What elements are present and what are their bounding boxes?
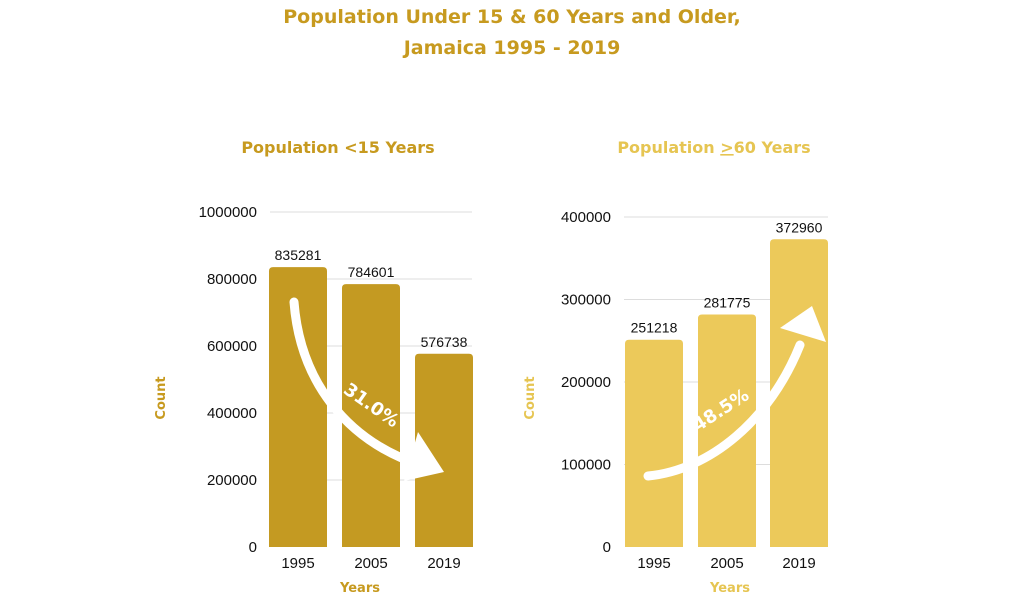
c1-y-tick-label: 600000 [207,338,257,355]
c1-bar-2005 [342,284,400,547]
chart-60-and-older: Population >60 Years 0 100000 200000 300000… [523,138,828,596]
c2-y-tick-label: 0 [603,539,611,556]
c2-y-tick-label: 300000 [561,292,611,309]
c2-data-label-1995: 251218 [631,320,678,336]
chart2-y-ticks: 0 100000 200000 300000 400000 [561,209,611,556]
c1-bar-1995 [269,267,327,547]
c1-y-tick-label: 200000 [207,472,257,489]
chart2-y-axis-label: Count [523,376,538,419]
c1-x-tick-label: 2005 [354,555,387,572]
c2-x-tick-label: 2019 [782,555,815,572]
chart2-data-labels: 251218 281775 372960 [631,219,823,335]
c1-x-tick-label: 2019 [427,555,460,572]
main-title-line1: Population Under 15 & 60 Years and Older… [283,6,741,28]
chart2-arrowhead [780,306,826,342]
chart-under-15: Population <15 Years 0 200000 400000 600000… [154,138,473,596]
c1-data-label-2019: 576738 [421,334,468,350]
chart2-x-axis-label: Years [709,581,750,596]
c2-y-tick-label: 400000 [561,209,611,226]
chart1-title: Population <15 Years [241,138,434,157]
c1-bar-2019 [415,353,473,547]
chart1-x-axis-label: Years [339,581,380,596]
chart1-arrowhead [404,432,444,481]
c2-y-tick-label: 100000 [561,457,611,474]
c2-x-tick-label: 1995 [637,555,670,572]
c1-x-tick-label: 1995 [281,555,314,572]
c2-y-tick-label: 200000 [561,374,611,391]
c2-data-label-2005: 281775 [704,295,751,311]
c1-y-tick-label: 400000 [207,405,257,422]
chart1-data-labels: 835281 784601 576738 [275,247,468,350]
chart2-title-symbol: > [720,138,733,157]
c2-data-label-2019: 372960 [776,219,823,235]
c2-bar-1995 [625,339,683,547]
c1-y-tick-label: 1000000 [199,204,257,221]
chart1-y-axis-label: Count [154,376,169,419]
c1-data-label-1995: 835281 [275,247,322,263]
chart1-x-ticks: 1995 2005 2019 [281,555,460,572]
c1-y-tick-label: 0 [249,539,257,556]
chart2-title-suffix: 60 Years [734,138,811,157]
chart1-bars [269,267,473,547]
c1-y-tick-label: 800000 [207,271,257,288]
chart2-trend-arrow [643,340,805,481]
chart2-x-ticks: 1995 2005 2019 [637,555,815,572]
chart1-y-ticks: 0 200000 400000 600000 800000 1000000 [199,204,257,556]
chart2-title: Population >60 Years [617,138,810,157]
chart2-bars [625,239,828,548]
c2-x-tick-label: 2005 [710,555,743,572]
chart1-trend-arrow [289,297,425,470]
c2-bar-2005 [698,314,756,547]
chart2-title-prefix: Population [617,138,720,157]
c1-data-label-2005: 784601 [348,264,395,280]
main-title-line2: Jamaica 1995 - 2019 [403,37,621,59]
